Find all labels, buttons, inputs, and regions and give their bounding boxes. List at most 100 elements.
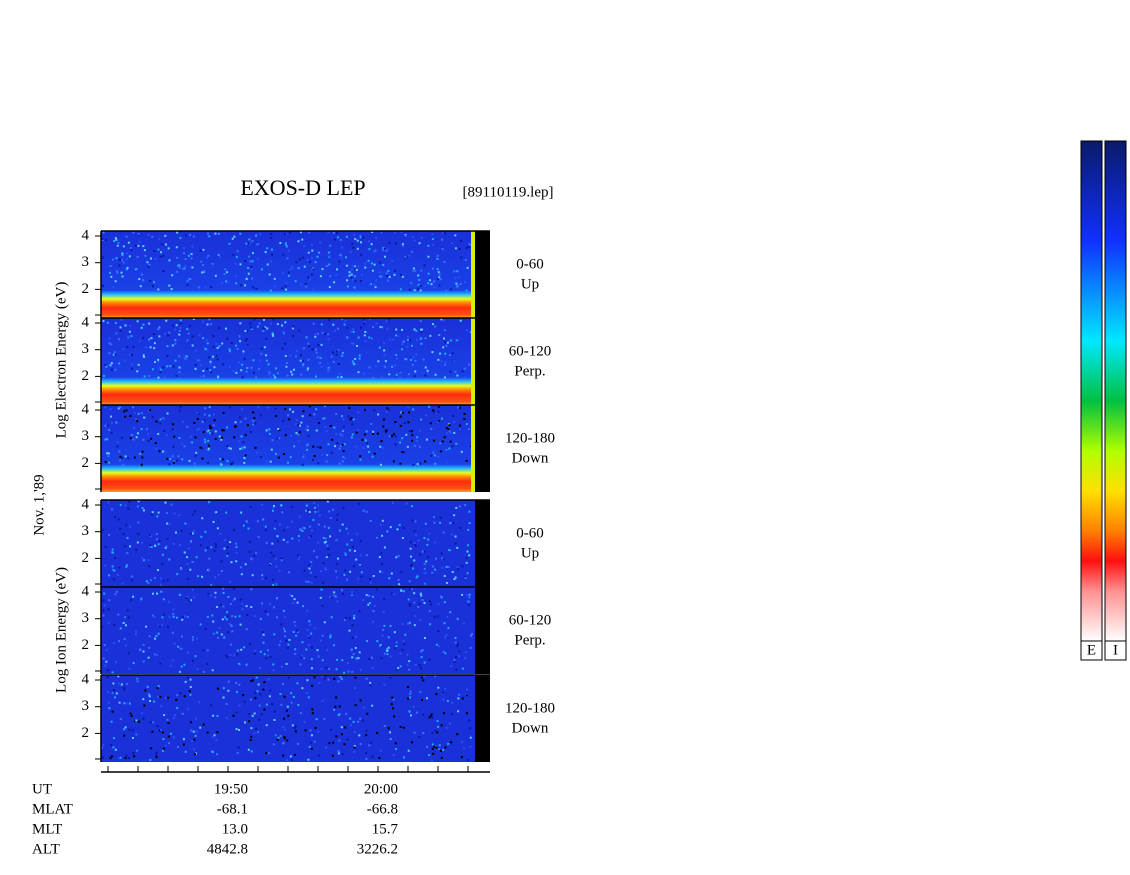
noise <box>461 370 464 373</box>
noise <box>118 450 121 453</box>
noise <box>241 602 244 605</box>
noise <box>416 439 419 442</box>
noise <box>185 358 188 361</box>
noise <box>463 412 466 415</box>
noise <box>219 603 222 606</box>
noise <box>351 433 354 436</box>
noise <box>226 552 229 555</box>
noise <box>157 569 160 572</box>
noise <box>236 250 239 253</box>
noise <box>207 232 210 235</box>
noise <box>102 743 105 746</box>
noise <box>121 252 124 255</box>
noise <box>380 440 383 443</box>
noise <box>307 758 310 761</box>
noise <box>350 436 353 439</box>
noise <box>379 463 382 466</box>
noise <box>180 442 183 445</box>
noise <box>374 249 377 252</box>
noise <box>317 510 320 513</box>
noise <box>322 417 325 420</box>
noise <box>451 701 454 704</box>
noise <box>226 271 229 274</box>
noise <box>239 623 242 626</box>
noise <box>128 500 131 503</box>
noise <box>193 510 196 513</box>
noise <box>173 642 176 645</box>
noise <box>191 344 194 347</box>
noise <box>199 364 202 367</box>
noise <box>267 406 270 409</box>
angle-range: 120-180 <box>505 700 555 716</box>
noise <box>177 264 180 267</box>
noise <box>212 620 215 623</box>
noise <box>304 428 307 431</box>
noise <box>271 333 274 336</box>
noise <box>349 418 352 421</box>
noise <box>365 554 368 557</box>
noise <box>218 345 221 348</box>
noise <box>212 335 215 338</box>
noise <box>217 376 220 379</box>
noise <box>112 642 115 645</box>
noise <box>294 730 297 733</box>
noise <box>450 712 453 715</box>
noise <box>126 552 129 555</box>
noise <box>450 741 453 744</box>
noise <box>378 756 381 759</box>
noise <box>157 624 160 627</box>
noise <box>468 510 471 513</box>
noise <box>330 596 333 599</box>
noise <box>102 599 105 602</box>
noise <box>339 675 342 678</box>
noise <box>308 525 311 528</box>
noise <box>113 351 116 354</box>
noise <box>205 348 208 351</box>
noise <box>239 340 242 343</box>
noise <box>311 684 314 687</box>
noise <box>272 663 275 666</box>
noise <box>147 559 150 562</box>
noise <box>283 717 286 720</box>
noise <box>268 432 271 435</box>
noise <box>332 508 335 511</box>
noise <box>212 735 215 738</box>
noise <box>162 254 165 257</box>
noise <box>440 724 443 727</box>
noise <box>427 244 430 247</box>
noise <box>105 649 108 652</box>
noise <box>187 547 190 550</box>
noise <box>308 567 311 570</box>
noise <box>323 541 326 544</box>
noise <box>470 634 473 637</box>
noise <box>333 677 336 680</box>
noise <box>372 610 375 613</box>
noise <box>259 456 262 459</box>
noise <box>365 729 368 732</box>
noise <box>118 701 121 704</box>
noise <box>158 450 161 453</box>
noise <box>408 660 411 663</box>
noise <box>115 257 118 260</box>
noise <box>424 366 427 369</box>
noise <box>265 724 268 727</box>
noise <box>326 454 329 457</box>
noise <box>467 363 470 366</box>
noise <box>241 446 244 449</box>
noise <box>154 257 157 260</box>
noise <box>340 256 343 259</box>
noise <box>375 322 378 325</box>
noise <box>214 591 217 594</box>
noise <box>297 267 300 270</box>
noise <box>277 736 280 739</box>
noise <box>227 595 230 598</box>
noise <box>181 420 184 423</box>
noise <box>428 754 431 757</box>
noise <box>406 663 409 666</box>
noise <box>420 337 423 340</box>
noise <box>108 599 111 602</box>
noise <box>411 439 414 442</box>
noise <box>233 436 236 439</box>
noise <box>409 690 412 693</box>
noise <box>411 519 414 522</box>
